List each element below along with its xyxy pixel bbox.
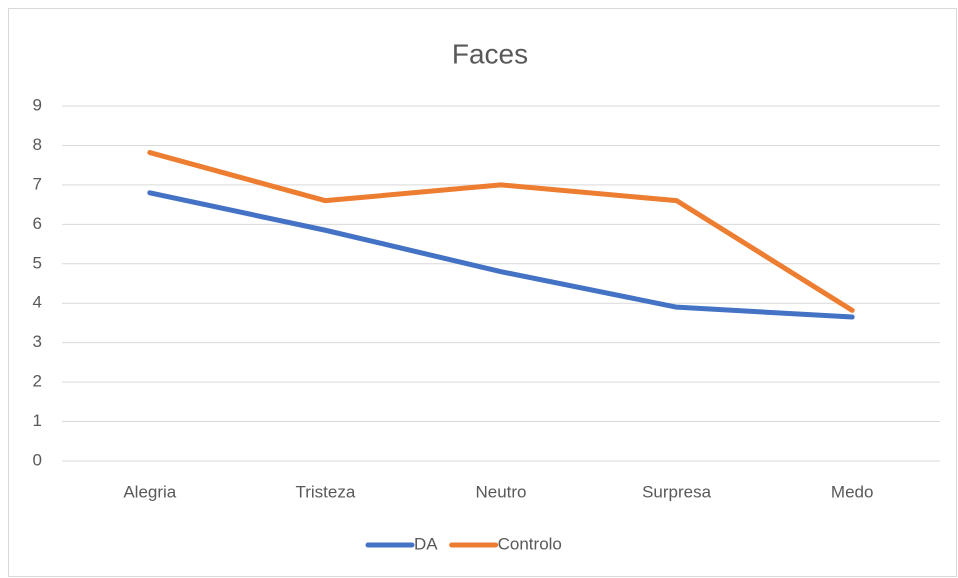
chart-border	[8, 8, 957, 577]
legend-label: Controlo	[498, 534, 562, 553]
chart-title: Faces	[452, 38, 528, 69]
y-tick-label: 0	[33, 450, 42, 469]
y-tick-label: 7	[33, 174, 42, 193]
y-tick-label: 2	[33, 372, 42, 391]
y-tick-label: 3	[33, 332, 42, 351]
y-tick-label: 8	[33, 135, 42, 154]
x-tick-label: Neutro	[475, 482, 526, 501]
y-tick-label: 4	[33, 293, 42, 312]
x-tick-label: Surpresa	[642, 482, 712, 501]
y-tick-label: 9	[33, 95, 42, 114]
y-tick-label: 5	[33, 253, 42, 272]
x-tick-label: Alegria	[123, 482, 176, 501]
x-tick-label: Tristeza	[295, 482, 355, 501]
y-tick-label: 1	[33, 411, 42, 430]
line-series	[147, 150, 855, 313]
legend-label: DA	[414, 534, 438, 553]
x-tick-label: Medo	[831, 482, 874, 501]
y-tick-label: 6	[33, 214, 42, 233]
line-series	[147, 190, 855, 320]
